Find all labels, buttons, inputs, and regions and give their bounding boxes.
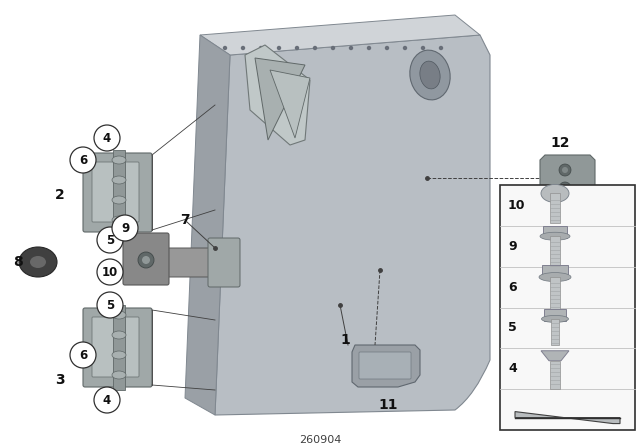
- Text: 9: 9: [121, 221, 129, 234]
- Circle shape: [422, 47, 424, 49]
- Ellipse shape: [112, 351, 126, 359]
- Polygon shape: [270, 70, 310, 138]
- Text: 260904: 260904: [299, 435, 341, 445]
- Text: 11: 11: [378, 398, 397, 412]
- Polygon shape: [540, 155, 595, 205]
- Bar: [544, 309, 566, 321]
- Circle shape: [349, 47, 353, 49]
- Circle shape: [278, 47, 280, 49]
- Text: 10: 10: [508, 199, 525, 212]
- Circle shape: [97, 259, 123, 285]
- Circle shape: [562, 185, 568, 191]
- Text: 10: 10: [102, 266, 118, 279]
- FancyBboxPatch shape: [92, 317, 139, 377]
- Polygon shape: [255, 58, 305, 140]
- Circle shape: [385, 47, 388, 49]
- Ellipse shape: [112, 176, 126, 184]
- Text: 3: 3: [55, 373, 65, 387]
- Text: 8: 8: [13, 255, 23, 269]
- FancyBboxPatch shape: [83, 308, 152, 387]
- FancyBboxPatch shape: [83, 153, 152, 232]
- Ellipse shape: [112, 216, 126, 224]
- Bar: [500, 185, 635, 430]
- Circle shape: [138, 252, 154, 268]
- Text: 1: 1: [340, 333, 350, 347]
- Ellipse shape: [112, 311, 126, 319]
- Circle shape: [70, 342, 96, 368]
- Text: 4: 4: [103, 132, 111, 145]
- Circle shape: [314, 47, 317, 49]
- Ellipse shape: [420, 61, 440, 89]
- Text: 5: 5: [508, 321, 516, 334]
- Circle shape: [403, 47, 406, 49]
- Ellipse shape: [112, 196, 126, 204]
- Ellipse shape: [112, 331, 126, 339]
- Bar: [543, 226, 567, 238]
- Circle shape: [142, 256, 150, 264]
- Text: 5: 5: [106, 233, 114, 246]
- Bar: [113, 150, 125, 235]
- Polygon shape: [245, 45, 310, 145]
- Text: 5: 5: [106, 298, 114, 311]
- Ellipse shape: [112, 156, 126, 164]
- Ellipse shape: [30, 256, 46, 268]
- Circle shape: [367, 47, 371, 49]
- Circle shape: [112, 215, 138, 241]
- Text: 6: 6: [508, 280, 516, 293]
- FancyBboxPatch shape: [92, 162, 139, 222]
- Text: 9: 9: [508, 240, 516, 253]
- FancyBboxPatch shape: [208, 238, 240, 287]
- Text: 2: 2: [55, 188, 65, 202]
- Bar: [550, 236, 560, 268]
- Circle shape: [562, 167, 568, 173]
- FancyBboxPatch shape: [359, 352, 411, 379]
- Ellipse shape: [410, 50, 450, 100]
- Polygon shape: [185, 35, 230, 415]
- Ellipse shape: [541, 185, 569, 202]
- Bar: [550, 194, 560, 224]
- Circle shape: [440, 47, 442, 49]
- Text: 4: 4: [508, 362, 516, 375]
- Circle shape: [241, 47, 244, 49]
- Bar: [550, 277, 560, 309]
- Circle shape: [332, 47, 335, 49]
- Text: 7: 7: [180, 213, 190, 227]
- Ellipse shape: [541, 315, 568, 323]
- Circle shape: [259, 47, 262, 49]
- Circle shape: [223, 47, 227, 49]
- Ellipse shape: [19, 247, 57, 277]
- Circle shape: [559, 164, 571, 176]
- Circle shape: [559, 182, 571, 194]
- Circle shape: [94, 387, 120, 413]
- Polygon shape: [352, 345, 420, 387]
- Ellipse shape: [539, 272, 571, 282]
- Ellipse shape: [540, 232, 570, 240]
- Text: 6: 6: [79, 349, 87, 362]
- Circle shape: [97, 227, 123, 253]
- Bar: [551, 319, 559, 345]
- Bar: [542, 265, 568, 279]
- FancyBboxPatch shape: [158, 248, 217, 277]
- Polygon shape: [541, 351, 569, 361]
- Circle shape: [94, 125, 120, 151]
- Bar: [113, 305, 125, 390]
- Text: 4: 4: [103, 393, 111, 406]
- Ellipse shape: [112, 371, 126, 379]
- Text: 6: 6: [79, 154, 87, 167]
- Circle shape: [97, 292, 123, 318]
- FancyBboxPatch shape: [123, 233, 169, 285]
- Text: 12: 12: [550, 136, 570, 150]
- Circle shape: [296, 47, 298, 49]
- Polygon shape: [200, 15, 480, 55]
- Polygon shape: [515, 412, 620, 423]
- Circle shape: [70, 147, 96, 173]
- PathPatch shape: [215, 35, 490, 415]
- Bar: [550, 361, 560, 389]
